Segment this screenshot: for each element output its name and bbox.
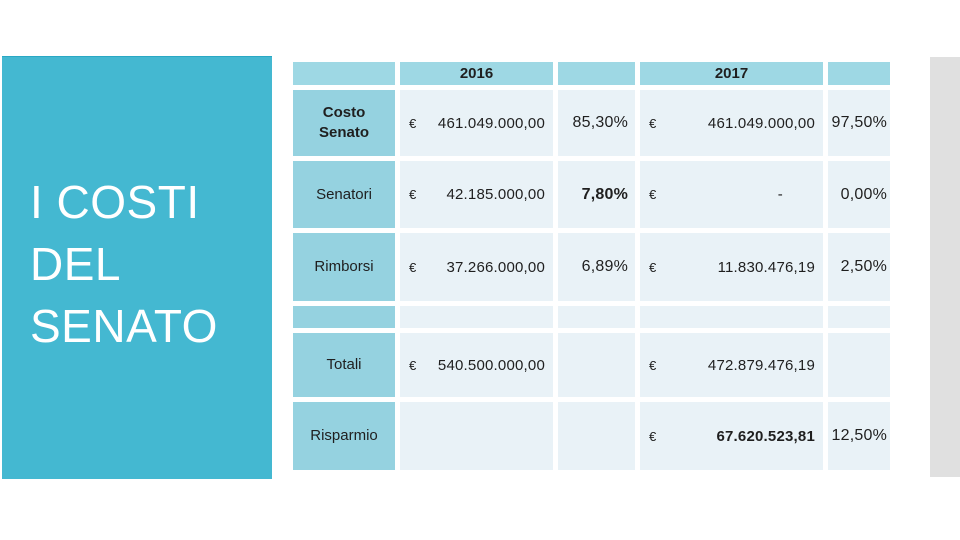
amount-2017: 11.830.476,19 — [717, 258, 815, 276]
currency-symbol: € — [409, 115, 417, 131]
currency-symbol: € — [409, 357, 417, 373]
row-totali-2016-percent — [558, 333, 635, 397]
title-panel: I COSTI DEL SENATO — [2, 56, 272, 479]
amount-2016: 37.266.000,00 — [446, 258, 545, 276]
slide-title: I COSTI DEL SENATO — [30, 176, 218, 352]
currency-symbol: € — [649, 428, 657, 444]
row-risparmio-2016-value — [400, 402, 553, 470]
row-costo-senato-2017-value: € 461.049.000,00 — [640, 90, 823, 156]
row-risparmio-2017-percent: 12,50% — [828, 402, 890, 470]
row-rimborsi-label: Rimborsi — [293, 233, 395, 301]
currency-symbol: € — [649, 115, 657, 131]
row-costo-senato-2016-value: € 461.049.000,00 — [400, 90, 553, 156]
amount-2016: 540.500.000,00 — [437, 356, 545, 374]
row-senatori-2017-percent: 0,00% — [828, 161, 890, 228]
row-rimborsi-2017-percent: 2,50% — [828, 233, 890, 301]
row-senatori-2017-value: € - — [640, 161, 823, 228]
row-costo-senato-2017-percent: 97,50% — [828, 90, 890, 156]
row-spacer-2017-value — [640, 306, 823, 328]
row-totali-2017-percent — [828, 333, 890, 397]
row-senatori-2016-percent: 7,80% — [558, 161, 635, 228]
row-senatori-label: Senatori — [293, 161, 395, 228]
amount-2016: 461.049.000,00 — [437, 114, 545, 132]
amount-2017: 461.049.000,00 — [707, 114, 815, 132]
header-year-2016: 2016 — [400, 62, 553, 85]
currency-symbol: € — [649, 187, 657, 202]
row-risparmio-2017-value: € 67.620.523,81 — [640, 402, 823, 470]
row-rimborsi-2016-value: € 37.266.000,00 — [400, 233, 553, 301]
row-totali-label: Totali — [293, 333, 395, 397]
row-spacer-2016-value — [400, 306, 553, 328]
currency-symbol: € — [649, 259, 657, 275]
amount-2017: - — [777, 186, 783, 203]
row-rimborsi-2016-percent: 6,89% — [558, 233, 635, 301]
amount-2016: 42.185.000,00 — [446, 186, 545, 203]
row-spacer-label — [293, 306, 395, 328]
row-senatori-2016-value: € 42.185.000,00 — [400, 161, 553, 228]
header-2016-percent-cell — [558, 62, 635, 85]
right-edge-panel — [930, 57, 960, 477]
row-risparmio-label: Risparmio — [293, 402, 395, 470]
header-corner-cell — [293, 62, 395, 85]
costs-table: 2016 2017 Costo Senato € 461.049.000,00 … — [293, 62, 890, 470]
currency-symbol: € — [409, 187, 417, 202]
row-totali-2017-value: € 472.879.476,19 — [640, 333, 823, 397]
row-totali-2016-value: € 540.500.000,00 — [400, 333, 553, 397]
row-costo-senato-label: Costo Senato — [293, 90, 395, 156]
header-2017-percent-cell — [828, 62, 890, 85]
header-year-2017: 2017 — [640, 62, 823, 85]
row-spacer-2017-percent — [828, 306, 890, 328]
row-spacer-2016-percent — [558, 306, 635, 328]
amount-2017: 67.620.523,81 — [716, 427, 815, 445]
row-rimborsi-2017-value: € 11.830.476,19 — [640, 233, 823, 301]
amount-2017: 472.879.476,19 — [707, 356, 815, 374]
row-costo-senato-2016-percent: 85,30% — [558, 90, 635, 156]
currency-symbol: € — [409, 259, 417, 275]
currency-symbol: € — [649, 357, 657, 373]
row-risparmio-2016-percent — [558, 402, 635, 470]
